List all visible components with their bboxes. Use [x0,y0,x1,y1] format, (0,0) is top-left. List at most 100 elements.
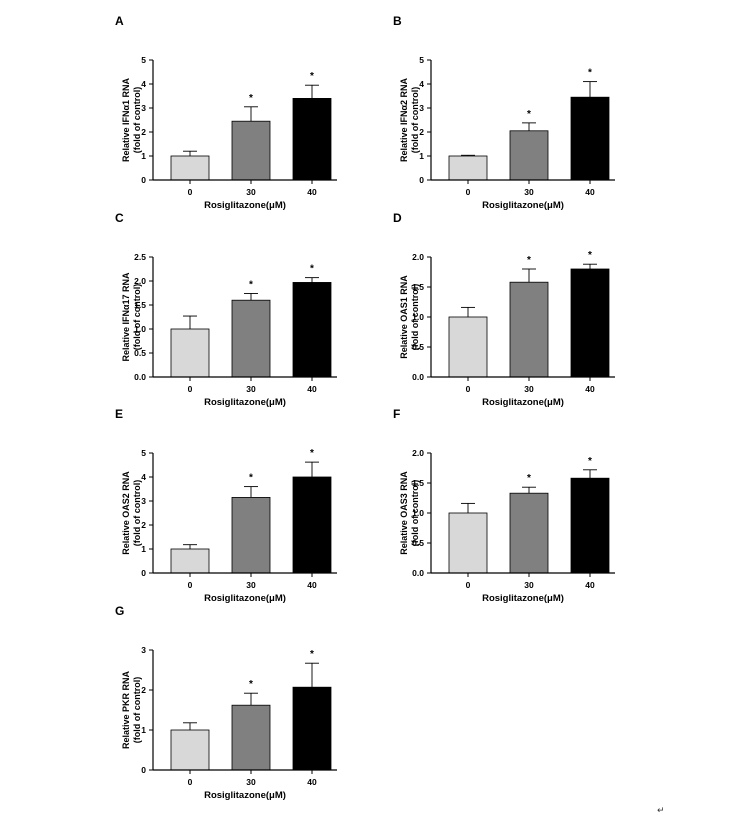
y-tick-label: 1 [419,151,424,161]
x-axis-label: Rosiglitazone(μM) [482,397,564,408]
significance-mark: * [527,255,531,266]
significance-mark: * [527,473,531,484]
significance-mark: * [588,68,592,79]
panel-letter: E [115,407,124,421]
x-tick-label: 30 [246,384,256,394]
y-axis-sublabel: (fold of control) [132,87,142,153]
x-tick-label: 30 [524,384,534,394]
bar-0 [170,328,210,378]
bar-40 [570,268,610,378]
x-axis-label: Rosiglitazone(μM) [204,200,286,211]
x-tick-label: 30 [524,187,534,197]
y-tick-label: 1 [141,544,146,554]
significance-mark: * [249,279,253,290]
x-tick-label: 30 [246,187,256,197]
y-tick-label: 0.0 [412,568,424,578]
y-tick-label: 5 [419,55,424,65]
y-tick-label: 3 [419,103,424,113]
y-tick-label: 2 [141,520,146,530]
x-tick-label: 40 [307,580,317,590]
bar-chart: 0 * 30 * 40 0 1 2 3 4 5 Relative IFNα1 RNA (fold of … [121,55,337,211]
significance-mark: * [527,109,531,120]
panel-letter: G [115,604,125,618]
bar-0 [170,729,210,771]
significance-mark: * [249,473,253,484]
bar-chart: 0 * 30 * 40 0 1 2 3 4 5 Relative IFNα2 RNA (fold of … [399,55,615,211]
significance-mark: * [588,250,592,261]
chart-panel-g: G 0 * 30 * 40 0 1 2 3 Relative PKR RNA (fold of co… [115,604,385,801]
y-axis-label: Relative IFNα2 RNA [399,77,409,162]
y-tick-label: 2.0 [134,276,146,286]
y-axis-label: Relative PKR RNA [121,670,131,749]
return-mark: ↵ [657,806,665,816]
y-tick-label: 0 [419,175,424,185]
bar-30 [231,704,271,771]
y-tick-label: 0 [141,765,146,775]
y-tick-label: 1.0 [412,508,424,518]
y-axis-sublabel: (fold of control) [132,284,142,350]
x-tick-label: 0 [466,384,471,394]
panel-letter: A [115,14,124,28]
x-tick-label: 40 [585,187,595,197]
y-axis-label: Relative OAS3 RNA [399,471,409,555]
y-axis-sublabel: (fold of control) [410,284,420,350]
x-tick-label: 0 [466,580,471,590]
bar-chart: 0 * 30 * 40 0 1 2 3 Relative PKR RNA (fold of cont… [121,645,337,801]
bar-30 [231,120,271,181]
y-tick-label: 0 [141,568,146,578]
chart-panel-f: F 0 * 30 * 40 0.0 0.5 1.0 1.5 2.0 Relative OAS3 RN… [393,407,663,604]
bar-30 [231,497,271,574]
bar-40 [292,686,332,771]
x-tick-label: 30 [246,580,256,590]
y-tick-label: 1.5 [134,300,146,310]
x-tick-label: 40 [307,187,317,197]
significance-mark: * [310,448,314,459]
chart-panel-b: B 0 * 30 * 40 0 1 2 3 4 5 Relative IFNα2 RNA (fold o… [393,14,663,211]
panel-letter: D [393,211,402,225]
chart-panel-e: E 0 * 30 * 40 0 1 2 3 4 5 Relative OAS2 RNA (fold of… [115,407,385,604]
bar-30 [231,299,271,378]
y-axis-label: Relative IFNα17 RNA [121,272,131,362]
chart-panel-c: C 0 * 30 * 40 0.0 0.5 1.0 1.5 2.0 2.5 Relative IFNα… [115,211,385,408]
y-tick-label: 2.0 [412,252,424,262]
x-axis-label: Rosiglitazone(μM) [204,790,286,801]
y-tick-label: 1 [141,151,146,161]
y-tick-label: 2.0 [412,448,424,458]
x-tick-label: 0 [188,187,193,197]
significance-mark: * [249,679,253,690]
x-axis-label: Rosiglitazone(μM) [204,397,286,408]
bar-chart: 0 * 30 * 40 0.0 0.5 1.0 1.5 2.0 Relative OAS3 RNA(… [399,448,615,604]
y-tick-label: 5 [141,448,146,458]
bar-0 [448,316,488,378]
y-axis-sublabel: (fold of control) [132,677,142,743]
x-tick-label: 0 [188,580,193,590]
bar-30 [509,281,549,378]
panel-letter: C [115,211,124,225]
bar-chart: 0 * 30 * 40 0 1 2 3 4 5 Relative OAS2 RNA (fold of c… [121,448,337,604]
y-axis-sublabel: (fold of control) [410,480,420,546]
x-tick-label: 40 [307,777,317,787]
x-tick-label: 0 [466,187,471,197]
bar-0 [448,155,488,181]
x-tick-label: 0 [188,384,193,394]
y-tick-label: 0.5 [134,348,146,358]
x-tick-label: 30 [524,580,534,590]
x-axis-label: Rosiglitazone(μM) [482,200,564,211]
bar-40 [292,282,332,378]
y-axis-sublabel: (fold of control) [410,87,420,153]
y-tick-label: 4 [419,79,424,89]
bar-40 [570,96,610,181]
panel-letter: B [393,14,402,28]
x-tick-label: 0 [188,777,193,787]
x-axis-label: Rosiglitazone(μM) [204,593,286,604]
y-tick-label: 3 [141,645,146,655]
x-tick-label: 40 [585,580,595,590]
bar-40 [570,477,610,574]
panel-letter: F [393,407,401,421]
y-tick-label: 4 [141,79,146,89]
significance-mark: * [588,456,592,467]
bar-40 [292,476,332,574]
bar-chart: 0 * 30 * 40 0.0 0.5 1.0 1.5 2.0 Relative OAS1 RNA(… [399,250,615,408]
y-tick-label: 0.5 [412,342,424,352]
y-axis-label: Relative OAS1 RNA [399,275,409,359]
